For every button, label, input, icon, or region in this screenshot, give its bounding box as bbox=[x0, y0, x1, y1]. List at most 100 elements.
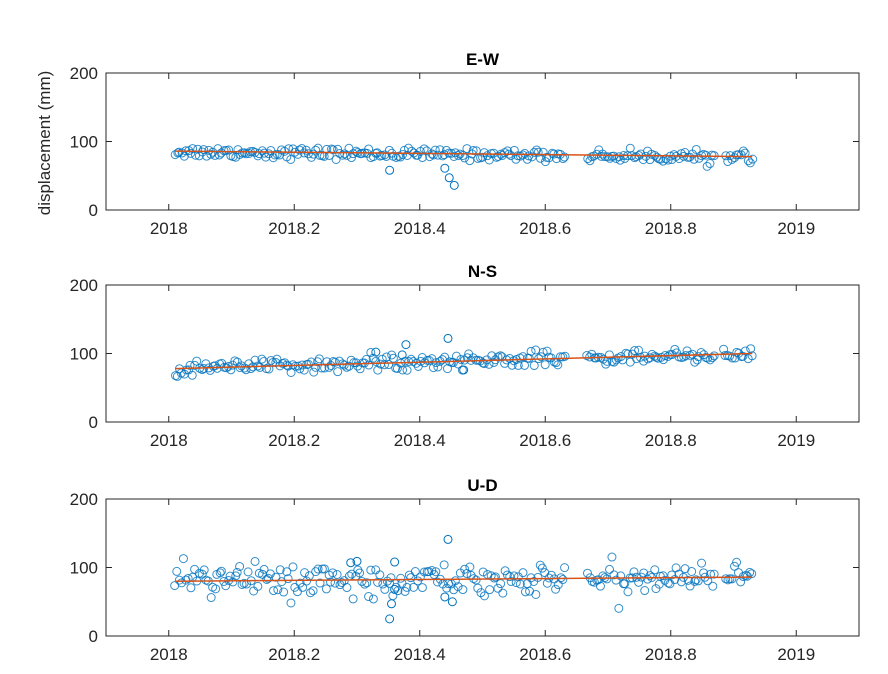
data-point bbox=[595, 581, 605, 591]
data-point bbox=[687, 566, 697, 576]
data-point bbox=[317, 151, 327, 161]
data-point bbox=[433, 362, 443, 372]
data-point bbox=[337, 577, 347, 587]
data-point bbox=[179, 151, 189, 161]
data-point bbox=[708, 581, 718, 591]
data-point bbox=[330, 578, 340, 588]
data-point bbox=[625, 143, 635, 153]
data-point bbox=[685, 152, 695, 162]
x-tick-label: 2018.8 bbox=[645, 219, 697, 238]
data-point bbox=[186, 583, 196, 593]
data-point bbox=[674, 154, 684, 164]
data-point bbox=[535, 560, 545, 570]
data-point bbox=[280, 358, 290, 368]
data-point bbox=[473, 583, 483, 593]
data-point bbox=[515, 579, 525, 589]
data-point bbox=[696, 348, 706, 358]
data-point bbox=[377, 150, 387, 160]
data-point bbox=[560, 351, 570, 361]
data-point bbox=[172, 566, 182, 576]
data-point bbox=[524, 353, 534, 363]
data-point bbox=[685, 581, 695, 591]
data-point bbox=[629, 567, 639, 577]
data-point-outlier bbox=[397, 350, 407, 360]
x-tick-label: 2018.2 bbox=[268, 645, 320, 664]
data-point bbox=[235, 562, 245, 572]
data-point bbox=[747, 351, 757, 361]
data-point bbox=[459, 355, 469, 365]
data-point bbox=[332, 569, 342, 579]
panel-n-s: 2018 2018.2 2018.4 2018.6 2018.8 2019 0 100 200 N… bbox=[70, 262, 860, 450]
data-point bbox=[174, 575, 184, 585]
data-point bbox=[592, 149, 602, 159]
data-point bbox=[691, 575, 701, 585]
data-point bbox=[505, 572, 515, 582]
data-point bbox=[667, 570, 677, 580]
data-point bbox=[355, 364, 365, 374]
data-point bbox=[614, 603, 624, 613]
data-point bbox=[671, 563, 681, 573]
data-point bbox=[725, 351, 735, 361]
data-point-outlier bbox=[387, 599, 397, 609]
data-point bbox=[615, 155, 625, 165]
data-point bbox=[186, 148, 196, 158]
data-point bbox=[533, 572, 543, 582]
data-point bbox=[738, 146, 748, 156]
data-point bbox=[368, 353, 378, 363]
data-point bbox=[465, 156, 475, 166]
data-point bbox=[306, 357, 316, 367]
data-point bbox=[348, 594, 358, 604]
data-point bbox=[520, 587, 530, 597]
data-point bbox=[232, 567, 242, 577]
data-point bbox=[392, 363, 402, 373]
data-point bbox=[424, 355, 434, 365]
data-point bbox=[187, 370, 197, 380]
data-point bbox=[645, 571, 655, 581]
data-point-outlier bbox=[440, 163, 450, 173]
data-point bbox=[489, 573, 499, 583]
data-point bbox=[364, 592, 374, 602]
data-point bbox=[321, 584, 331, 594]
data-point bbox=[279, 587, 289, 597]
x-tick-label: 2018.6 bbox=[519, 219, 571, 238]
data-point-outlier bbox=[443, 333, 453, 343]
data-point bbox=[368, 594, 378, 604]
data-point bbox=[373, 365, 383, 375]
data-point-outlier bbox=[443, 534, 453, 544]
data-point bbox=[479, 591, 489, 601]
data-point-outlier bbox=[401, 340, 411, 350]
data-point bbox=[507, 360, 517, 370]
data-point bbox=[338, 150, 348, 160]
data-point bbox=[190, 360, 200, 370]
x-tick-label: 2018.2 bbox=[268, 219, 320, 238]
y-tick-label: 100 bbox=[70, 133, 98, 152]
data-point bbox=[640, 586, 650, 596]
data-point-outlier bbox=[449, 180, 459, 190]
data-point bbox=[465, 562, 475, 572]
data-point bbox=[702, 161, 712, 171]
data-point-outlier bbox=[440, 592, 450, 602]
data-point bbox=[453, 582, 463, 592]
data-point bbox=[346, 153, 356, 163]
panel-u-d: 2018 2018.2 2018.4 2018.6 2018.8 2019 0 100 200 U… bbox=[70, 476, 860, 664]
data-point bbox=[364, 360, 374, 370]
data-point bbox=[527, 152, 537, 162]
data-point bbox=[241, 149, 251, 159]
x-tick-label: 2019 bbox=[777, 219, 815, 238]
data-point bbox=[706, 569, 716, 579]
data-point bbox=[206, 593, 216, 603]
data-point bbox=[353, 565, 363, 575]
data-point-outlier bbox=[459, 365, 469, 375]
data-point-outlier bbox=[390, 557, 400, 567]
data-point bbox=[707, 353, 717, 363]
data-point bbox=[351, 146, 361, 156]
data-point bbox=[542, 346, 552, 356]
data-point bbox=[221, 581, 231, 591]
data-point bbox=[498, 588, 508, 598]
panel-title: N-S bbox=[468, 262, 497, 281]
data-point bbox=[697, 558, 707, 568]
data-point bbox=[400, 586, 410, 596]
data-point bbox=[493, 583, 503, 593]
data-point bbox=[314, 354, 324, 364]
y-tick-label: 0 bbox=[89, 201, 98, 220]
